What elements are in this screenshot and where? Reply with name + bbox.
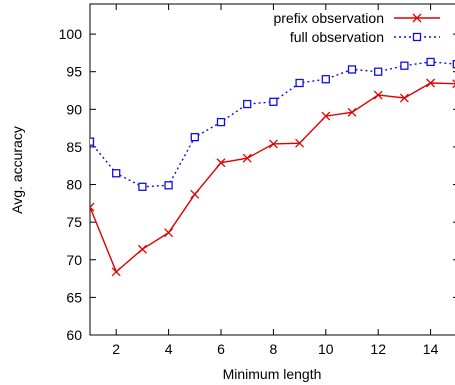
data-point-prefix-observation (321, 111, 331, 121)
y-tick-label: 60 (66, 327, 82, 343)
data-point-prefix-observation (242, 153, 252, 163)
data-point-prefix-observation (216, 158, 226, 168)
legend-item-prefix-observation: prefix observation (273, 10, 440, 26)
x-tick-label: 14 (423, 341, 439, 357)
x-tick-label: 12 (370, 341, 386, 357)
series-line-prefix-observation (90, 82, 455, 273)
data-point-full-observation (426, 57, 435, 67)
data-point-full-observation (374, 67, 383, 76)
x-tick-label: 4 (165, 341, 173, 357)
x-axis-label: Minimum length (223, 366, 322, 382)
plot-area-frame (89, 3, 455, 336)
legend-marker-prefix-observation (412, 13, 422, 23)
data-point-full-observation (452, 60, 455, 69)
data-point-full-observation (243, 99, 252, 109)
x-tick-label: 10 (318, 341, 334, 357)
data-point-prefix-observation (373, 90, 383, 100)
data-point-full-observation (138, 182, 147, 191)
data-point-full-observation (90, 137, 95, 146)
data-point-full-observation (216, 117, 226, 127)
data-point-full-observation (321, 75, 330, 84)
series-full-observation (90, 57, 455, 191)
axis-ticks: 60 65 70 75 80 85 90 95 100 2 4 6 8 10 12 14 (59, 4, 455, 357)
data-point-full-observation (269, 97, 278, 106)
y-tick-label: 80 (66, 177, 82, 193)
data-point-prefix-observation (90, 202, 95, 212)
legend-label-full-observation: full observation (290, 29, 384, 45)
data-point-prefix-observation (399, 93, 409, 103)
data-point-prefix-observation (137, 244, 147, 254)
data-point-full-observation (400, 61, 409, 70)
data-point-prefix-observation (426, 78, 436, 88)
legend: prefix observation full observation (273, 10, 440, 45)
data-point-prefix-observation (347, 107, 357, 117)
x-tick-label: 8 (270, 341, 278, 357)
legend-marker-full-observation (412, 32, 422, 42)
data-point-full-observation (112, 169, 121, 178)
y-tick-label: 95 (66, 64, 82, 80)
y-tick-label: 100 (59, 26, 83, 42)
data-point-prefix-observation (295, 138, 305, 148)
series-line-full-observation (90, 61, 455, 188)
data-point-full-observation (164, 181, 173, 190)
y-tick-label: 65 (66, 289, 82, 305)
data-point-prefix-observation (190, 189, 200, 199)
series-layer (90, 57, 455, 277)
data-point-full-observation (190, 133, 199, 142)
y-tick-label: 70 (66, 252, 82, 268)
data-point-full-observation (347, 65, 357, 74)
y-tick-label: 85 (66, 139, 82, 155)
y-axis-label: Avg. accuracy (9, 126, 25, 214)
x-tick-label: 6 (217, 341, 225, 357)
y-tick-label: 90 (66, 101, 82, 117)
series-prefix-observation (90, 78, 455, 277)
data-point-prefix-observation (268, 139, 278, 149)
data-point-prefix-observation (452, 79, 455, 89)
legend-label-prefix-observation: prefix observation (273, 10, 384, 26)
y-tick-label: 75 (66, 214, 82, 230)
data-point-full-observation (295, 78, 304, 88)
data-point-prefix-observation (111, 267, 121, 277)
data-point-prefix-observation (164, 228, 174, 238)
x-tick-label: 2 (112, 341, 120, 357)
legend-item-full-observation: full observation (290, 29, 440, 45)
